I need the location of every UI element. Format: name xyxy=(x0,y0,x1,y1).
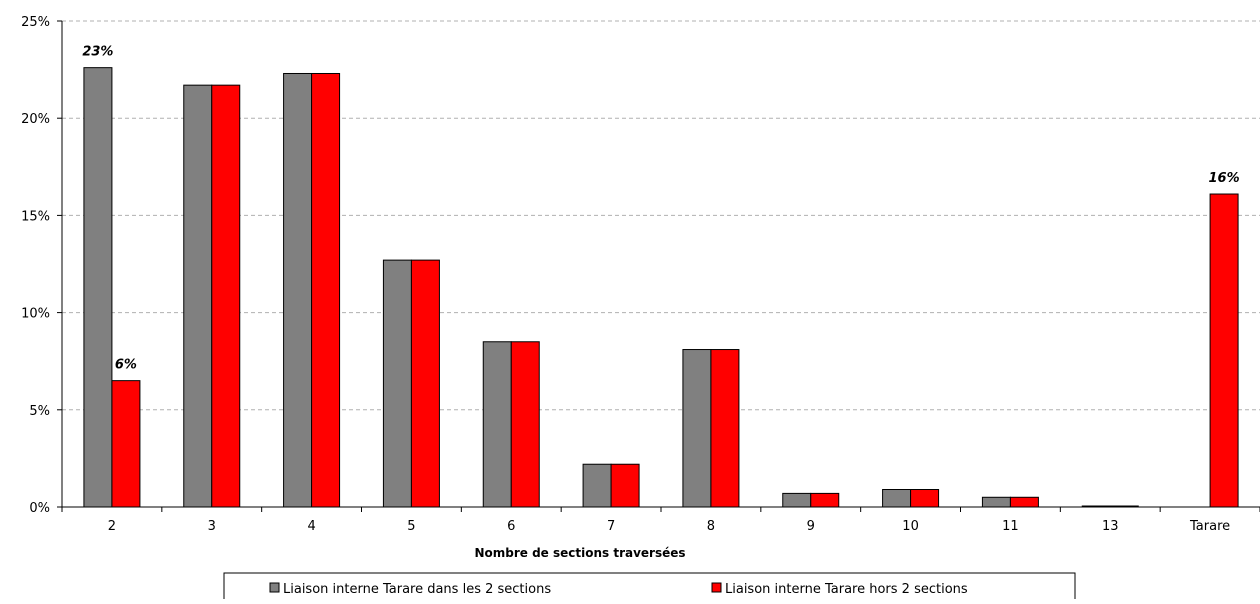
legend-swatch xyxy=(269,582,280,593)
x-tick-label: 10 xyxy=(902,519,919,534)
bar-series-1 xyxy=(83,67,113,508)
x-tick-label: Tarare xyxy=(1189,519,1230,534)
bar-series-2 xyxy=(810,492,840,508)
bar-series-2 xyxy=(1209,193,1239,508)
y-tick-label: 0% xyxy=(29,501,50,516)
x-axis-title: Nombre de sections traversées xyxy=(474,546,685,560)
legend-box xyxy=(223,572,1076,604)
bar-series-1 xyxy=(482,341,512,508)
x-tick-label: 2 xyxy=(108,519,116,534)
data-label: 16% xyxy=(1209,171,1240,186)
bar-series-2 xyxy=(710,349,740,508)
bar-series-2 xyxy=(1009,496,1039,508)
y-tick-label: 5% xyxy=(29,404,50,419)
x-tick-label: 4 xyxy=(307,519,315,534)
y-tick-label: 15% xyxy=(21,209,50,224)
bar-series-1 xyxy=(682,349,712,508)
data-label: 23% xyxy=(82,45,113,60)
bar-series-1 xyxy=(283,72,313,508)
bar-series-1 xyxy=(782,492,812,508)
x-tick-label: 8 xyxy=(707,519,715,534)
bar-series-2 xyxy=(510,341,540,508)
data-label: 6% xyxy=(115,358,137,373)
labels: 23% 6% 16% xyxy=(82,45,1239,373)
x-tick-label: 11 xyxy=(1002,519,1019,534)
x-tick-label: 9 xyxy=(807,519,815,534)
x-tick-label: 13 xyxy=(1102,519,1119,534)
bar-series-2 xyxy=(610,463,640,508)
x-tick-label: 3 xyxy=(208,519,216,534)
bars xyxy=(83,67,1239,508)
gridlines xyxy=(62,20,1260,411)
bar-series-1 xyxy=(981,496,1011,508)
x-tick-label: 7 xyxy=(607,519,615,534)
y-tick-label: 20% xyxy=(21,112,50,127)
bar-series-1 xyxy=(382,259,412,508)
x-tick-label: 6 xyxy=(507,519,515,534)
axes: 0% 5% 10% 15% 20% 25% 2 3 4 5 6 7 8 9 10 11 13 Tarare xyxy=(21,15,1260,534)
y-tick-label: 10% xyxy=(21,307,50,322)
bar-series-2 xyxy=(111,380,141,508)
bar-series-2 xyxy=(211,84,241,508)
bar-series-2 xyxy=(910,489,940,508)
bar-series-2 xyxy=(311,72,341,508)
legend-swatch xyxy=(711,582,722,593)
bar-series-1 xyxy=(183,84,213,508)
bar-series-2 xyxy=(410,259,440,508)
y-tick-label: 25% xyxy=(21,15,50,30)
x-tick-label: 5 xyxy=(407,519,415,534)
bar-series-1 xyxy=(882,489,912,508)
legend-label: Liaison interne Tarare hors 2 sections xyxy=(725,582,968,597)
bar-series-1 xyxy=(582,463,612,508)
legend: Liaison interne Tarare dans les 2 sectio… xyxy=(223,572,1076,604)
legend-label: Liaison interne Tarare dans les 2 sectio… xyxy=(283,582,551,597)
